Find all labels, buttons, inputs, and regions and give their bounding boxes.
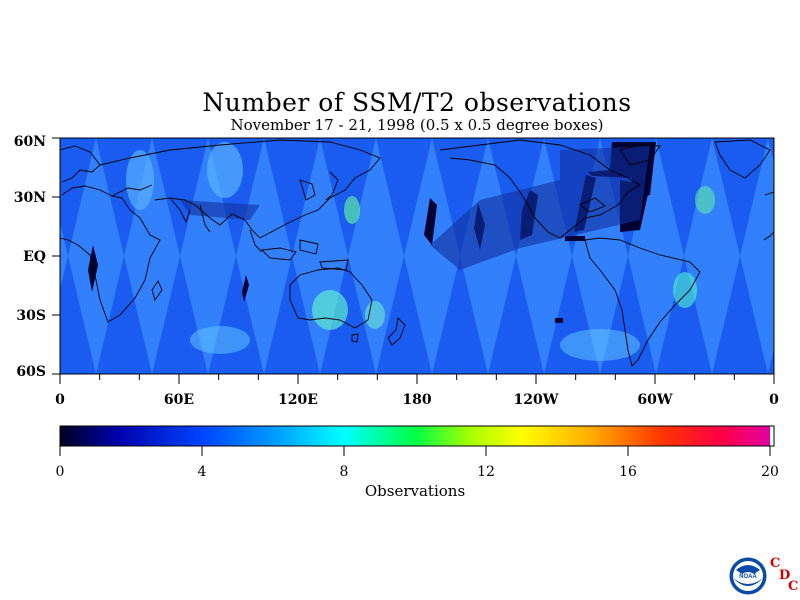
lat-label-60s: 60S xyxy=(16,364,46,380)
colorbar-tick-20: 20 xyxy=(761,464,779,480)
map-title: Number of SSM/T2 observations xyxy=(202,88,632,117)
lon-label-180: 180 xyxy=(402,392,432,408)
lon-label-60w: 60W xyxy=(637,392,673,408)
coastlines xyxy=(60,139,774,367)
lat-label-eq: EQ xyxy=(23,249,46,265)
colorbar-tick-0: 0 xyxy=(55,464,65,480)
svg-text:NOAA: NOAA xyxy=(739,574,757,580)
colorbar-ticks xyxy=(59,446,771,456)
lon-label-0-east: 0 xyxy=(769,392,779,408)
lat-label-30s: 30S xyxy=(16,308,46,324)
colorbar-tick-16: 16 xyxy=(619,464,637,480)
noaa-logo-icon: NOAA xyxy=(728,556,768,596)
cdc-letter-c1: C xyxy=(770,556,781,571)
colorbar-tick-4: 4 xyxy=(197,464,207,480)
lon-label-120w: 120W xyxy=(513,392,559,408)
lon-label-120e: 120E xyxy=(278,392,318,408)
lat-label-30n: 30N xyxy=(13,190,46,206)
lat-label-60n: 60N xyxy=(13,134,46,150)
cdc-letter-c2: C xyxy=(788,579,799,594)
swath-diamond xyxy=(236,138,292,374)
axis-ticks xyxy=(52,137,775,384)
swath-diamond xyxy=(68,138,124,374)
colorbar-tick-8: 8 xyxy=(339,464,349,480)
cdc-letter-d: D xyxy=(779,568,791,583)
lon-label-0: 0 xyxy=(55,392,65,408)
map-subtitle: November 17 - 21, 1998 (0.5 x 0.5 degree… xyxy=(230,116,604,134)
colorbar xyxy=(60,426,770,446)
lon-label-60e: 60E xyxy=(163,392,195,408)
swath-diamond xyxy=(740,138,774,374)
swath-diamond xyxy=(60,222,68,290)
swath-diamond xyxy=(404,138,460,374)
colorbar-tick-12: 12 xyxy=(477,464,495,480)
swath-diamond xyxy=(348,138,404,374)
high-count-areas xyxy=(126,142,715,361)
colorbar-label: Observations xyxy=(364,482,466,500)
colorbar-frame xyxy=(59,425,775,447)
